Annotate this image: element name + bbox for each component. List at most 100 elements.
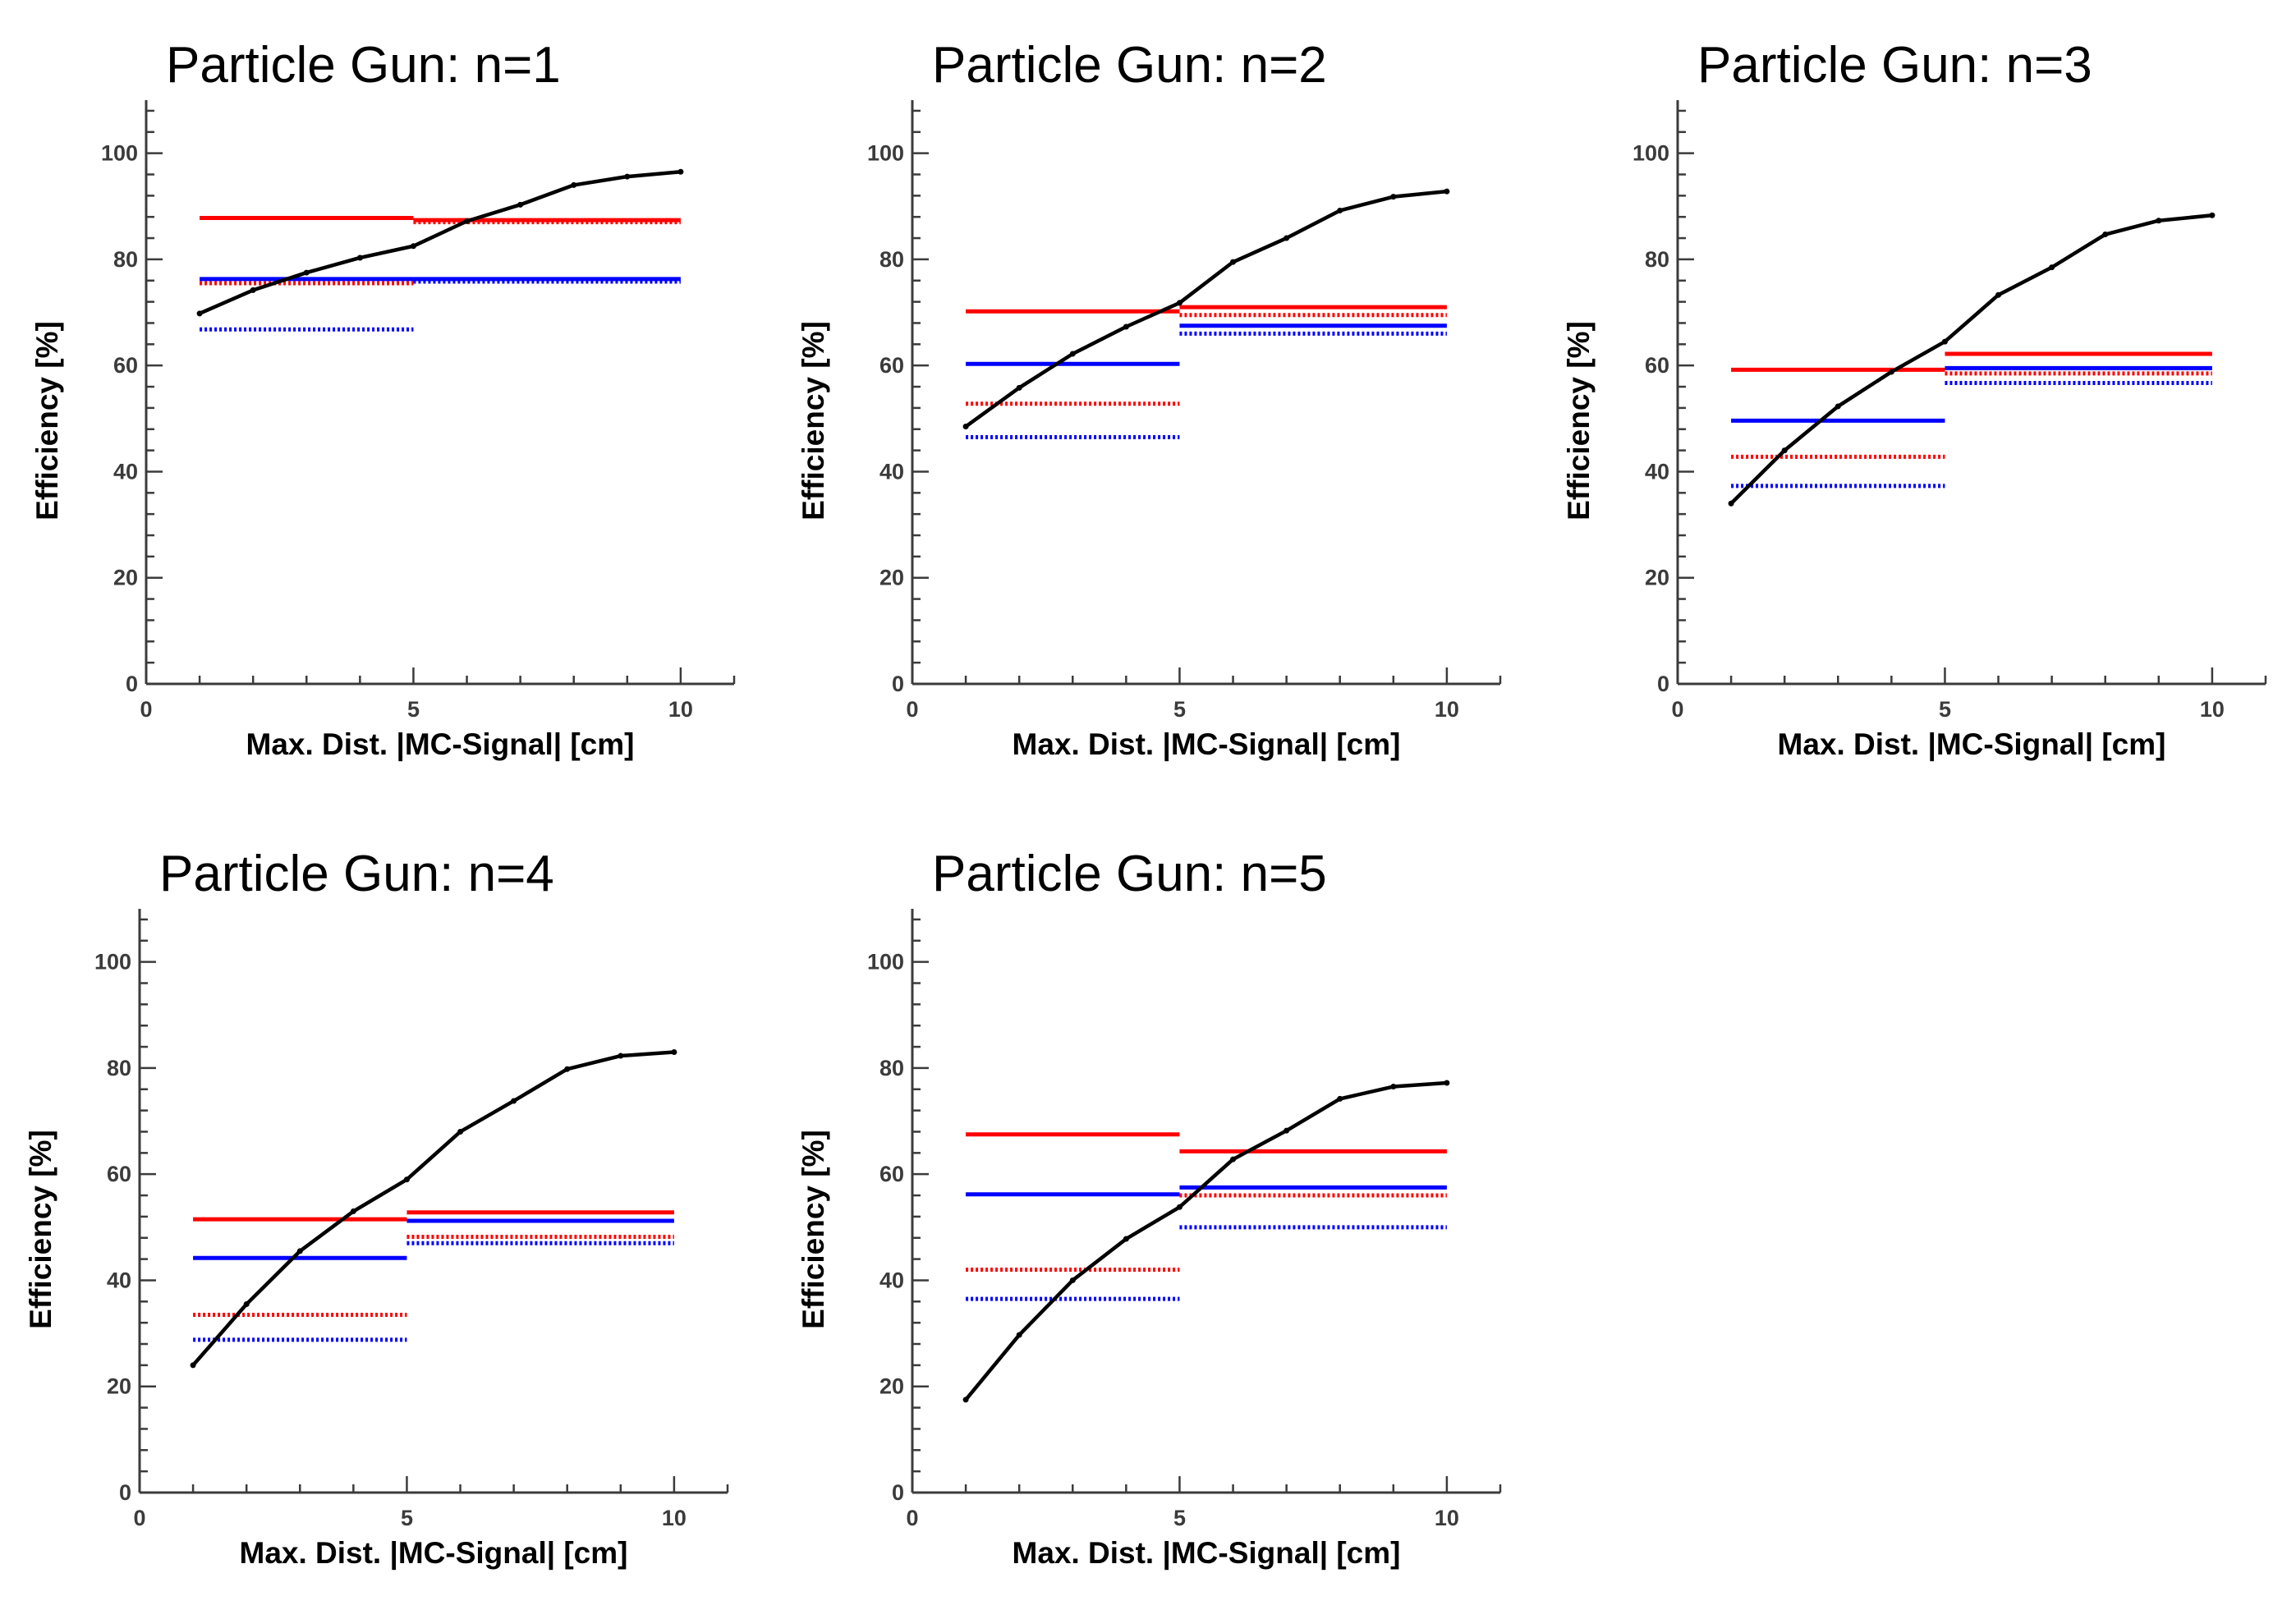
data-point: [350, 1208, 356, 1214]
x-tick-label: 5: [1939, 697, 1951, 722]
data-point: [2049, 264, 2055, 271]
x-axis-title: Max. Dist. |MC-Signal| [cm]: [246, 727, 635, 762]
x-tick-label: 5: [1173, 697, 1186, 722]
x-tick-label: 10: [668, 697, 693, 722]
x-tick-label: 0: [906, 1506, 918, 1530]
panel-title: Particle Gun: n=3: [1697, 37, 2092, 94]
y-tick-label: 0: [119, 1480, 131, 1505]
efficiency-curve: [1729, 213, 2213, 505]
y-tick-label: 60: [107, 1162, 131, 1186]
panel-3: Particle Gun: n=3 0 20 40 60 80 100 0 5 10 Max. Di…: [1562, 37, 2267, 762]
data-point: [677, 168, 684, 175]
panel-title: Particle Gun: n=1: [166, 37, 561, 94]
data-point: [1941, 338, 1948, 345]
y-tick-label: 100: [1632, 141, 1669, 166]
data-point: [190, 1362, 196, 1369]
y-tick-label: 60: [879, 1162, 904, 1186]
y-tick-label: 40: [879, 1268, 904, 1292]
y-tick-label: 20: [879, 1374, 904, 1399]
data-point: [1069, 1277, 1076, 1283]
data-point: [1016, 1332, 1022, 1338]
data-point: [1390, 194, 1397, 200]
efficiency-curve: [199, 170, 682, 315]
data-point: [250, 287, 256, 293]
data-point: [1444, 1080, 1450, 1086]
panel-1: Particle Gun: n=1 0 20 40 60 80 100 0 5 10 Max. Di…: [30, 37, 736, 762]
x-tick-label: 0: [140, 697, 152, 722]
x-axis-title: Max. Dist. |MC-Signal| [cm]: [1778, 727, 2166, 762]
data-point: [1069, 351, 1076, 357]
x-tick-label: 10: [1435, 697, 1459, 722]
data-point: [671, 1049, 677, 1056]
x-tick-label: 0: [133, 1506, 145, 1530]
panel-5: Particle Gun: n=5 0 20 40 60 80 100 0 5 10 Max. Di…: [797, 846, 1502, 1571]
y-tick-label: 60: [113, 353, 138, 378]
y-tick-label: 100: [867, 950, 904, 975]
data-point: [1123, 1236, 1129, 1242]
data-point: [1283, 235, 1290, 241]
data-point: [564, 1066, 571, 1072]
data-point: [1230, 259, 1237, 265]
panel-2: Particle Gun: n=2 0 20 40 60 80 100 0 5 10 Max. Di…: [797, 37, 1502, 762]
y-axis-title: Efficiency [%]: [24, 1130, 57, 1329]
efficiency-curve: [964, 1080, 1448, 1401]
data-point: [1337, 1095, 1343, 1102]
x-axis-title: Max. Dist. |MC-Signal| [cm]: [240, 1536, 628, 1571]
x-tick-label: 0: [906, 697, 918, 722]
y-tick-label: 20: [113, 566, 138, 590]
y-tick-label: 20: [879, 566, 904, 590]
data-point: [571, 181, 577, 188]
x-tick-label: 5: [1173, 1506, 1186, 1530]
panel-title: Particle Gun: n=5: [932, 846, 1327, 902]
y-tick-label: 80: [1645, 247, 1669, 272]
data-point: [2156, 218, 2162, 224]
y-tick-label: 0: [892, 1480, 904, 1505]
data-point: [517, 201, 524, 208]
panel-title: Particle Gun: n=2: [932, 37, 1327, 94]
efficiency-curve: [191, 1050, 675, 1367]
data-point: [196, 310, 203, 317]
data-point: [618, 1053, 624, 1059]
y-axis-title: Efficiency [%]: [797, 1130, 830, 1329]
data-point: [1390, 1084, 1397, 1090]
y-tick-label: 80: [113, 247, 138, 272]
x-tick-label: 10: [2200, 697, 2225, 722]
y-tick-label: 80: [879, 247, 904, 272]
panel-title: Particle Gun: n=4: [159, 846, 554, 902]
data-point: [403, 1176, 410, 1183]
data-point: [1337, 207, 1343, 213]
y-tick-label: 20: [107, 1374, 131, 1399]
data-point: [303, 269, 310, 276]
data-point: [296, 1248, 303, 1254]
data-point: [410, 243, 416, 250]
panel-4: Particle Gun: n=4 0 20 40 60 80 100 0 5 10 Max. Di…: [24, 846, 729, 1571]
data-point: [1123, 323, 1129, 330]
data-point: [2209, 212, 2216, 218]
data-point: [457, 1128, 464, 1135]
x-tick-label: 0: [1671, 697, 1683, 722]
y-tick-label: 40: [1645, 459, 1669, 484]
y-tick-label: 40: [113, 459, 138, 484]
y-axis-title: Efficiency [%]: [1562, 321, 1596, 521]
y-tick-label: 0: [126, 672, 138, 696]
x-axis-title: Max. Dist. |MC-Signal| [cm]: [1013, 1536, 1401, 1571]
y-tick-label: 100: [867, 141, 904, 166]
data-point: [1016, 384, 1022, 391]
data-point: [1781, 447, 1788, 454]
data-point: [1888, 369, 1894, 375]
data-point: [243, 1301, 250, 1308]
data-point: [1283, 1127, 1290, 1134]
data-point: [1444, 188, 1450, 195]
data-point: [1176, 1204, 1182, 1210]
y-tick-label: 60: [879, 353, 904, 378]
y-axis-title: Efficiency [%]: [797, 321, 830, 521]
y-tick-label: 60: [1645, 353, 1669, 378]
x-tick-label: 5: [401, 1506, 413, 1530]
data-point: [1995, 291, 2002, 298]
data-point: [511, 1098, 517, 1104]
x-tick-label: 5: [407, 697, 420, 722]
data-point: [962, 1397, 969, 1403]
x-axis-title: Max. Dist. |MC-Signal| [cm]: [1013, 727, 1401, 762]
data-point: [1728, 500, 1734, 507]
